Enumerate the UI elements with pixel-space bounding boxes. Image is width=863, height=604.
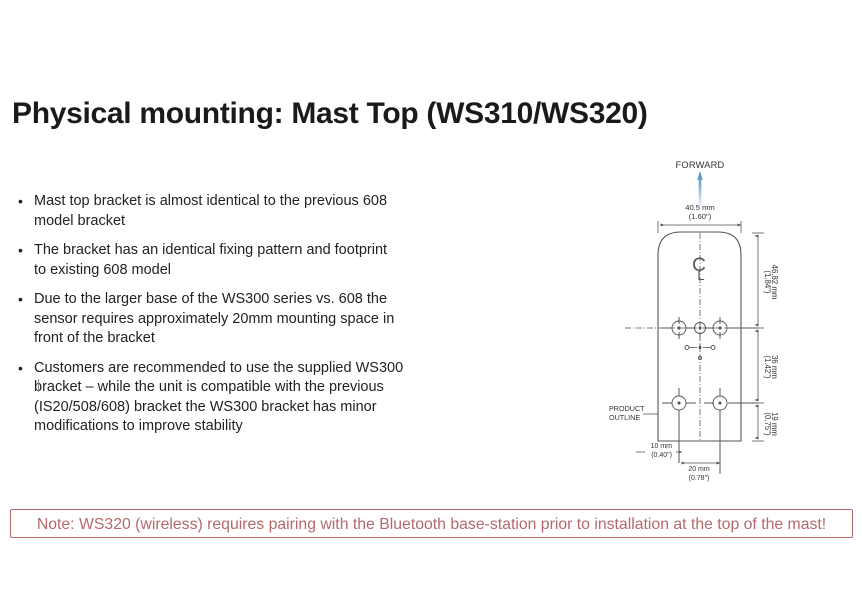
svg-text:(1.42"): (1.42"): [763, 355, 772, 379]
svg-text:PRODUCT: PRODUCT: [609, 404, 645, 413]
svg-text:L: L: [697, 268, 704, 283]
svg-text:20 mm: 20 mm: [688, 466, 710, 473]
svg-text:(1.60"): (1.60"): [689, 212, 712, 221]
svg-text:40.5 mm: 40.5 mm: [685, 203, 715, 212]
svg-text:(0.40"): (0.40"): [651, 452, 672, 459]
svg-text:OUTLINE: OUTLINE: [609, 413, 640, 422]
svg-text:FORWARD: FORWARD: [676, 160, 725, 170]
svg-text:(0.75"): (0.75"): [763, 412, 772, 436]
svg-text:(0.78"): (0.78"): [689, 475, 710, 482]
svg-text:10 mm: 10 mm: [651, 443, 673, 450]
svg-text:(1.84"): (1.84"): [763, 270, 772, 294]
